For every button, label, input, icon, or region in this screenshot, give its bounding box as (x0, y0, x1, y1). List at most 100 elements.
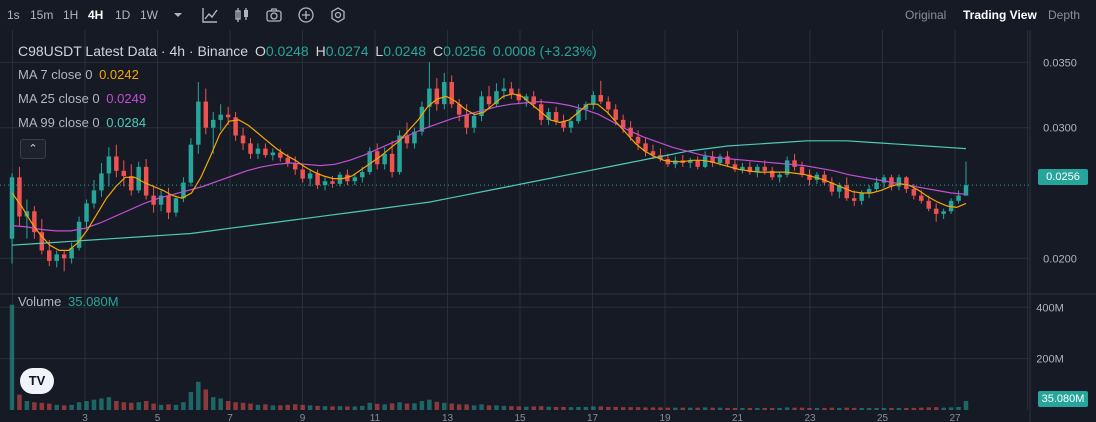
volume-bar (203, 389, 209, 410)
candle-body (606, 101, 611, 110)
volume-bar (143, 401, 149, 410)
candle-body (307, 173, 313, 179)
plus-circle-icon[interactable] (296, 5, 316, 25)
candle-body (620, 119, 626, 128)
view-trading-view[interactable]: Trading View (963, 8, 1037, 22)
candle-body (17, 177, 22, 217)
volume-bar (784, 407, 790, 410)
volume-bar (158, 404, 164, 410)
indicators-icon[interactable] (200, 5, 220, 25)
candle-body (591, 95, 596, 105)
volume-bar (702, 407, 708, 410)
volume-bar (61, 405, 67, 410)
collapse-legend-button[interactable]: ⌃ (20, 139, 46, 159)
volume-bar (32, 402, 37, 410)
volume-bar (531, 406, 536, 410)
volume-bar (278, 405, 283, 410)
volume-bar (866, 407, 872, 410)
volume-bar (434, 401, 440, 410)
candle-body (39, 232, 45, 251)
low-value: 0.0248 (383, 43, 427, 59)
volume-bar (419, 401, 425, 410)
volume-bar (449, 403, 454, 410)
interval-1w[interactable]: 1W (140, 8, 158, 22)
candle-body (807, 174, 812, 180)
candle-body (926, 200, 931, 209)
candle-body (345, 174, 350, 182)
candle-body (851, 198, 857, 201)
volume-bar (755, 407, 760, 410)
volume-bar (69, 404, 74, 410)
volume-bar (881, 407, 887, 410)
ma7-line (11, 93, 967, 251)
volume-bar (814, 407, 820, 410)
settings-icon[interactable] (328, 5, 348, 25)
interval-1d[interactable]: 1D (115, 8, 131, 22)
volume-bar (516, 406, 522, 410)
volume-bar (762, 407, 768, 410)
volume-bar (397, 402, 402, 410)
ohlc-legend: C98USDT Latest Data · 4h · Binance O0.02… (18, 43, 600, 59)
volume-bar (606, 406, 611, 410)
volume-bar (442, 402, 447, 410)
volume-bar (54, 404, 59, 410)
candle-body (673, 160, 678, 165)
view-original[interactable]: Original (905, 8, 947, 22)
volume-bar (84, 401, 89, 410)
candle-body (158, 195, 164, 205)
interval-1h[interactable]: 1H (63, 8, 79, 22)
candle-body (263, 148, 268, 156)
candle-body (173, 198, 179, 213)
volume-bar (911, 407, 917, 410)
candle-body (740, 166, 745, 170)
candle-body (278, 152, 283, 158)
time-axis-label: 15 (514, 413, 526, 422)
volume-bar (292, 404, 298, 410)
candle-body (367, 151, 372, 173)
volume-bar (658, 407, 663, 410)
interval-4h[interactable]: 4H (88, 8, 104, 22)
interval-1s[interactable]: 1s (7, 8, 20, 22)
candle-body (210, 119, 216, 128)
candle-body (255, 148, 261, 154)
candle-body (643, 143, 648, 152)
candle-body (755, 166, 760, 173)
volume-bar (17, 394, 22, 410)
volume-bar (270, 405, 276, 410)
candles-icon[interactable] (232, 5, 252, 25)
candle-body (919, 195, 924, 201)
candle-body (464, 114, 469, 128)
volume-bar (99, 398, 104, 410)
time-axis-label: 19 (659, 413, 671, 422)
volume-bar (404, 403, 410, 410)
price-chart[interactable]: 0.0350 0.0300 0.0200 400M 200M 3 5 7 9 11 13 15 17 19… (0, 30, 1096, 422)
volume-bar (456, 404, 462, 410)
last-price-tag: 0.0256 (1038, 169, 1088, 185)
volume-bar (464, 404, 469, 410)
price-tick-label: 0.0300 (1043, 123, 1077, 135)
candle-body (524, 96, 529, 101)
camera-icon[interactable] (264, 5, 284, 25)
volume-bar (9, 304, 15, 410)
volume-bar (47, 403, 52, 410)
interval-15m[interactable]: 15m (30, 8, 54, 22)
volume-bar (919, 407, 924, 410)
volume-bar (769, 407, 775, 410)
time-axis-label: 27 (949, 413, 961, 422)
candle-body (613, 109, 618, 120)
volume-bar (188, 392, 194, 410)
volume-bar (538, 406, 544, 410)
chevron-down-icon[interactable] (168, 5, 188, 25)
candle-body (54, 254, 59, 261)
volume-bar (889, 407, 894, 410)
volume-bar (136, 402, 141, 410)
candle-body (546, 112, 551, 120)
view-depth[interactable]: Depth (1048, 8, 1081, 22)
volume-bar (695, 407, 700, 410)
tradingview-logo[interactable]: TV (20, 368, 54, 394)
volume-bar (859, 407, 864, 410)
candle-body (844, 185, 849, 199)
volume-bar (583, 406, 589, 410)
candle-body (121, 170, 127, 177)
candle-body (799, 166, 805, 175)
